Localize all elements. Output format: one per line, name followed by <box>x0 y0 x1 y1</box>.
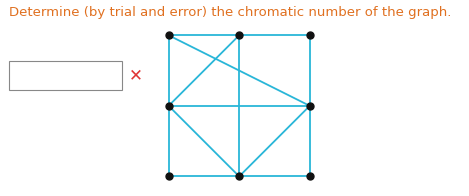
Text: Determine (by trial and error) the chromatic number of the graph.: Determine (by trial and error) the chrom… <box>9 6 452 19</box>
Text: ✕: ✕ <box>129 66 143 84</box>
